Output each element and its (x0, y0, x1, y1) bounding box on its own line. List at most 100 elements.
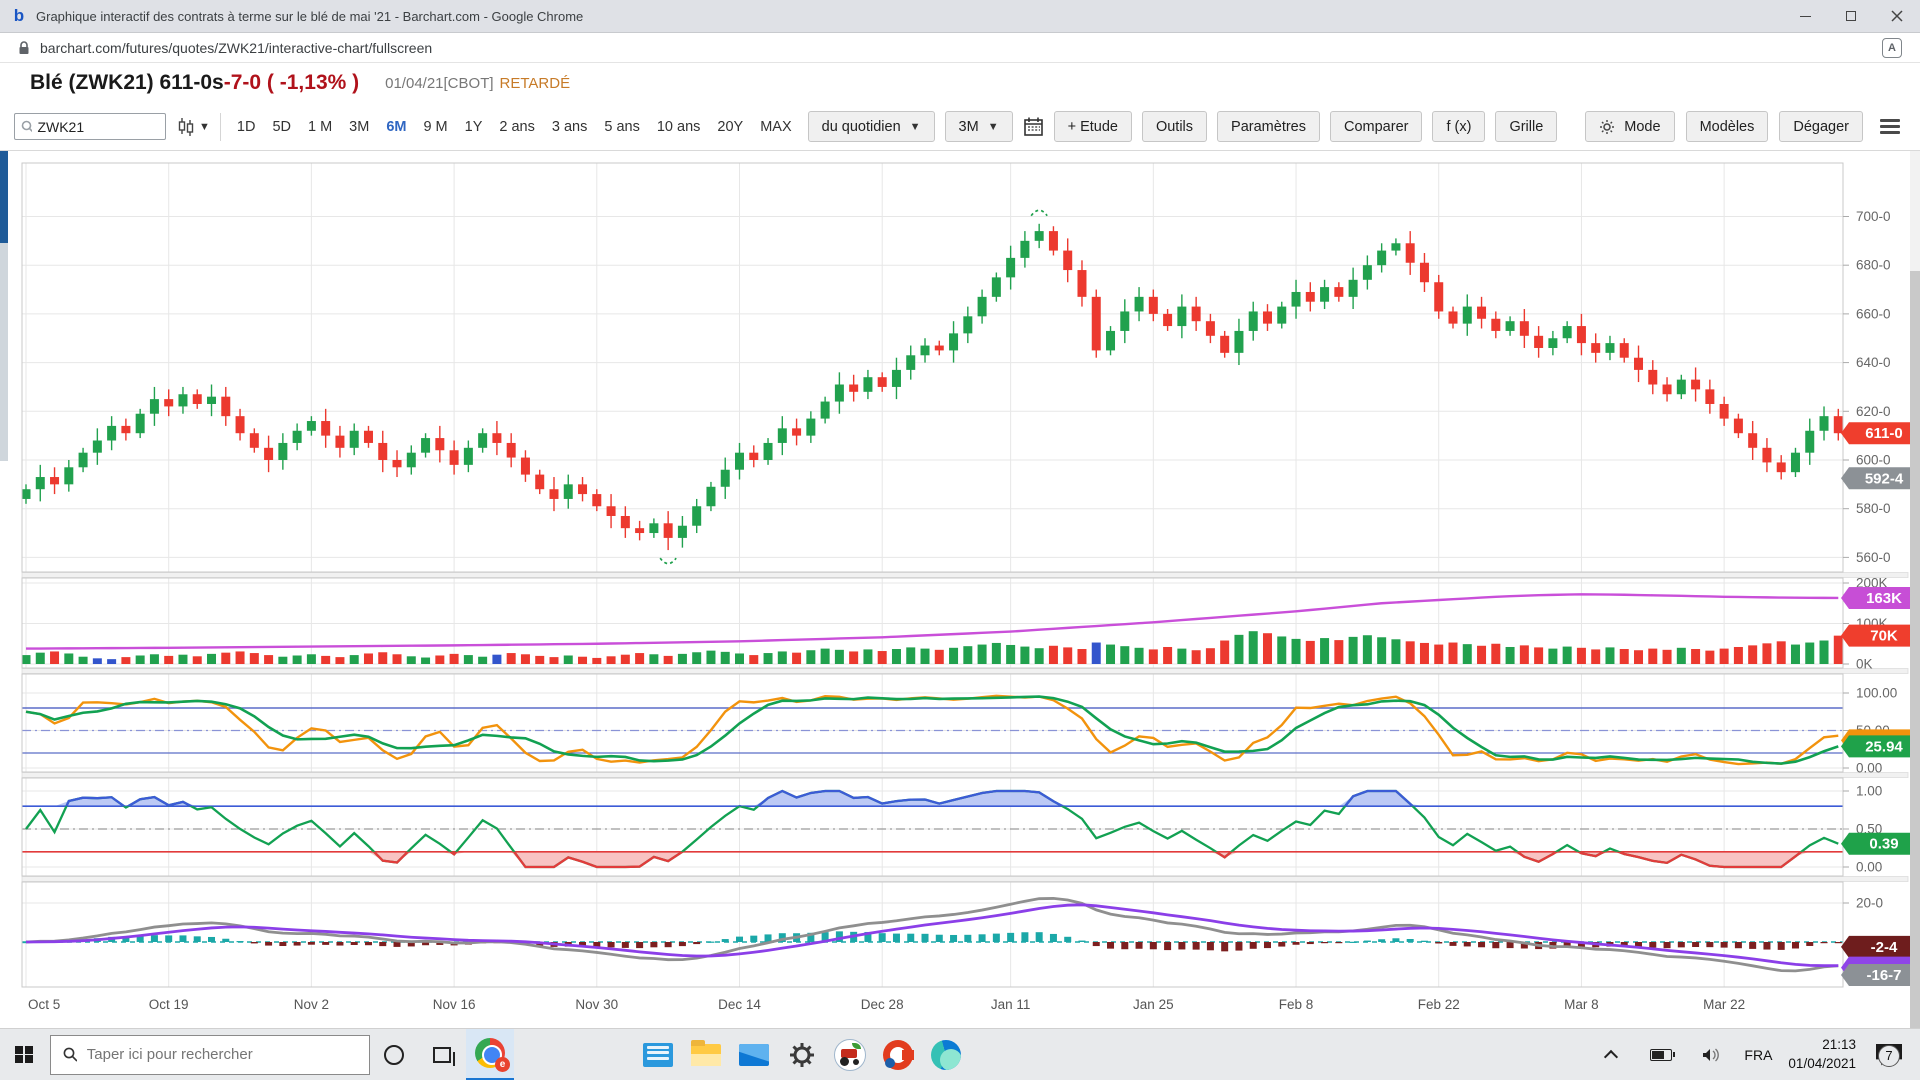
svg-text:Feb 22: Feb 22 (1418, 997, 1460, 1012)
interactive-chart[interactable]: 560-0580-0600-0620-0640-0660-0680-0700-0… (0, 151, 1920, 1028)
svg-text:Mar 8: Mar 8 (1564, 997, 1599, 1012)
chart-region[interactable]: 560-0580-0600-0620-0640-0660-0680-0700-0… (0, 151, 1920, 1028)
range-9m[interactable]: 9 M (423, 119, 447, 135)
svg-text:560-0: 560-0 (1856, 550, 1891, 565)
clock-date: 01/04/2021 (1788, 1055, 1856, 1073)
settings-button[interactable]: Paramètres (1217, 111, 1320, 142)
url-bar[interactable]: barchart.com/futures/quotes/ZWK21/intera… (0, 33, 1920, 63)
range-1y[interactable]: 1Y (465, 119, 483, 135)
range-max[interactable]: MAX (760, 119, 791, 135)
svg-text:Dec 14: Dec 14 (718, 997, 761, 1012)
range-6m[interactable]: 6M (386, 119, 406, 135)
range-1d[interactable]: 1D (237, 119, 256, 135)
search-icon (63, 1047, 77, 1062)
chart-toolbar: ▼ 1D 5D 1 M 3M 6M 9 M 1Y 2 ans 3 ans 5 ans 10 ans 2… (0, 103, 1920, 151)
range-5d[interactable]: 5D (272, 119, 291, 135)
range-3ans[interactable]: 3 ans (552, 119, 587, 135)
stochastic-badge: 25.94 (1841, 735, 1916, 757)
taskbar-browser-c-button[interactable] (874, 1029, 922, 1080)
clock[interactable]: 21:13 01/04/2021 (1788, 1036, 1856, 1072)
svg-text:640-0: 640-0 (1856, 355, 1891, 370)
frequency-select[interactable]: du quotidien ▼ (808, 111, 935, 142)
volume-indicator[interactable] (1694, 1035, 1728, 1075)
tools-button[interactable]: Outils (1142, 111, 1207, 142)
clear-button[interactable]: Dégager (1779, 111, 1863, 142)
tray-expand-button[interactable] (1594, 1035, 1628, 1075)
svg-text:Feb 8: Feb 8 (1279, 997, 1314, 1012)
svg-text:Nov 30: Nov 30 (575, 997, 618, 1012)
range-3m[interactable]: 3M (349, 119, 369, 135)
battery-indicator[interactable] (1644, 1035, 1678, 1075)
taskbar-explorer-button[interactable] (682, 1029, 730, 1080)
mode-label: Mode (1624, 119, 1660, 135)
range-2ans[interactable]: 2 ans (499, 119, 534, 135)
svg-text:100.00: 100.00 (1856, 686, 1897, 701)
menu-button[interactable] (1874, 115, 1906, 139)
calendar-button[interactable] (1023, 116, 1044, 137)
windows-logo-icon (15, 1046, 33, 1064)
add-study-button[interactable]: + Etude (1054, 111, 1132, 142)
mode-button[interactable]: Mode (1585, 111, 1674, 142)
grid-button[interactable]: Grille (1495, 111, 1557, 142)
svg-text:592-4: 592-4 (1865, 470, 1904, 487)
hamburger-icon (1880, 119, 1900, 122)
notification-count-badge: 7 (1878, 1045, 1900, 1067)
range-5ans[interactable]: 5 ans (604, 119, 639, 135)
close-button[interactable] (1874, 0, 1920, 33)
taskbar-edge-button[interactable] (922, 1029, 970, 1080)
svg-text:0.39: 0.39 (1869, 836, 1898, 853)
battery-icon (1650, 1049, 1672, 1061)
pb-badge: 0.39 (1841, 833, 1916, 855)
open-interest-badge: 163K (1841, 587, 1916, 609)
svg-text:600-0: 600-0 (1856, 452, 1891, 467)
range-1m[interactable]: 1 M (308, 119, 332, 135)
svg-text:Nov 16: Nov 16 (433, 997, 476, 1012)
add-comparison-button[interactable]: ▼ (176, 117, 210, 137)
symbol-searchbox[interactable] (14, 113, 166, 140)
svg-text:0.00: 0.00 (1856, 860, 1882, 875)
range-20y[interactable]: 20Y (717, 119, 743, 135)
svg-text:700-0: 700-0 (1856, 209, 1891, 224)
fx-button[interactable]: f (x) (1432, 111, 1485, 142)
symbol-input[interactable] (37, 119, 159, 135)
window-titlebar: b Graphique interactif des contrats à te… (0, 0, 1920, 33)
taskbar-search-input[interactable] (87, 1046, 357, 1063)
svg-text:620-0: 620-0 (1856, 404, 1891, 419)
svg-text:580-0: 580-0 (1856, 501, 1891, 516)
svg-text:163K: 163K (1866, 590, 1902, 607)
system-window-icon (643, 1043, 673, 1067)
chevron-down-icon: ▼ (988, 121, 999, 133)
svg-text:Nov 2: Nov 2 (294, 997, 329, 1012)
minimize-button[interactable] (1782, 0, 1828, 33)
chart-plot-area[interactable] (22, 163, 1843, 987)
maximize-icon (1846, 11, 1856, 21)
compare-button[interactable]: Comparer (1330, 111, 1422, 142)
windows-taskbar: e FRA 21:13 01/0 (0, 1028, 1920, 1080)
left-scroll-track (0, 243, 8, 461)
models-button[interactable]: Modèles (1686, 111, 1769, 142)
language-indicator[interactable]: FRA (1744, 1047, 1772, 1063)
start-button[interactable] (0, 1029, 48, 1080)
taskbar-mail-button[interactable] (730, 1029, 778, 1080)
taskbar-chrome-button[interactable]: e (466, 1029, 514, 1080)
action-center-button[interactable]: 7 (1872, 1035, 1906, 1075)
cortana-button[interactable] (370, 1029, 418, 1080)
svg-text:Jan 25: Jan 25 (1133, 997, 1174, 1012)
window-title: Graphique interactif des contrats à term… (36, 9, 583, 24)
taskbar-farm-app-button[interactable] (826, 1029, 874, 1080)
page-scrollbar[interactable] (1910, 151, 1920, 1028)
task-view-button[interactable] (418, 1029, 466, 1080)
url-text[interactable]: barchart.com/futures/quotes/ZWK21/intera… (40, 40, 432, 56)
delayed-label: RETARDÉ (500, 75, 571, 92)
svg-text:25.94: 25.94 (1865, 738, 1903, 755)
taskbar-system-app-button[interactable] (634, 1029, 682, 1080)
taskbar-settings-button[interactable] (778, 1029, 826, 1080)
maximize-button[interactable] (1828, 0, 1874, 33)
range-10ans[interactable]: 10 ans (657, 119, 701, 135)
translate-icon[interactable]: A (1882, 38, 1902, 58)
taskbar-search[interactable] (50, 1035, 370, 1075)
quote-header: Blé (ZWK21) 611-0s -7-0 ( -1,13% ) 01/04… (0, 63, 1920, 103)
scrollbar-thumb[interactable] (1910, 271, 1920, 1028)
window-select[interactable]: 3M ▼ (945, 111, 1013, 142)
svg-text:20-0: 20-0 (1856, 896, 1883, 911)
